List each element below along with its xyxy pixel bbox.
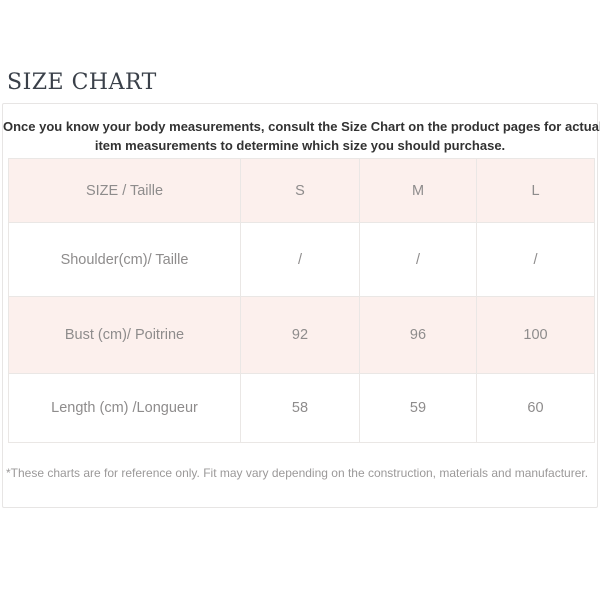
table-row-size-header: SIZE / Taille S M L xyxy=(8,158,595,223)
table-row-length: Length (cm) /Longueur 58 59 60 xyxy=(8,373,595,443)
table-row-shoulder: Shoulder(cm)/ Taille / / / xyxy=(8,222,595,297)
shoulder-l-cell: / xyxy=(476,222,595,297)
bust-s-cell: 92 xyxy=(240,296,360,374)
row-label: Bust (cm)/ Poitrine xyxy=(8,296,241,374)
disclaimer-footnote: *These charts are for reference only. Fi… xyxy=(6,466,589,480)
intro-line-1: Once you know your body measurements, co… xyxy=(3,119,600,134)
size-s-cell: S xyxy=(240,158,360,223)
row-label: Shoulder(cm)/ Taille xyxy=(8,222,241,297)
table-row-bust: Bust (cm)/ Poitrine 92 96 100 xyxy=(8,296,595,374)
bust-l-cell: 100 xyxy=(476,296,595,374)
length-s-cell: 58 xyxy=(240,373,360,443)
size-chart-table: SIZE / Taille S M L Shoulder(cm)/ Taille… xyxy=(8,158,595,443)
bust-m-cell: 96 xyxy=(359,296,477,374)
length-m-cell: 59 xyxy=(359,373,477,443)
size-m-cell: M xyxy=(359,158,477,223)
intro-line-2: item measurements to determine which siz… xyxy=(94,138,506,153)
size-l-cell: L xyxy=(476,158,595,223)
intro-text: Once you know your body measurements, co… xyxy=(3,117,600,155)
size-chart-panel: Once you know your body measurements, co… xyxy=(2,103,600,508)
row-label: Length (cm) /Longueur xyxy=(8,373,241,443)
length-l-cell: 60 xyxy=(476,373,595,443)
size-chart-page: SIZE CHART Once you know your body measu… xyxy=(0,71,600,600)
page-title: SIZE CHART xyxy=(7,70,157,95)
shoulder-m-cell: / xyxy=(359,222,477,297)
shoulder-s-cell: / xyxy=(240,222,360,297)
row-label: SIZE / Taille xyxy=(8,158,241,223)
